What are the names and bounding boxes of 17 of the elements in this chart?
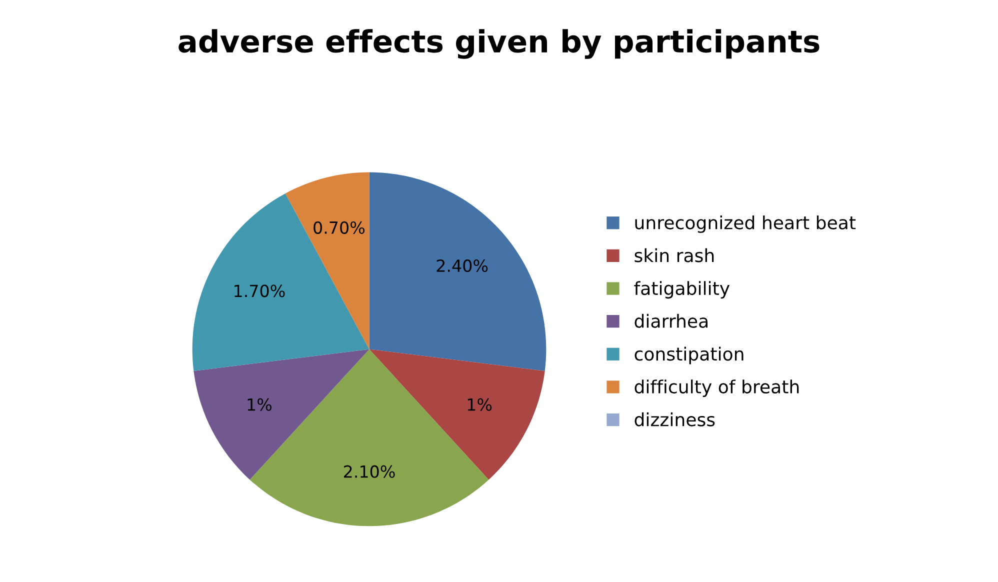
legend-label: constipation bbox=[634, 346, 744, 364]
pie-slice bbox=[192, 193, 370, 372]
chart-title: adverse effects given by participants bbox=[178, 29, 820, 59]
pie-slice bbox=[369, 172, 546, 372]
legend-label: unrecognized heart beat bbox=[635, 215, 856, 233]
legend-label: dizziness bbox=[634, 412, 715, 426]
legend-label: fatigability bbox=[634, 281, 730, 299]
data-label: 2.40% bbox=[436, 259, 488, 272]
legend-label: diarrhea bbox=[634, 314, 708, 328]
legend-label: skin rash bbox=[634, 248, 714, 262]
data-label: 1% bbox=[248, 398, 272, 411]
data-label: 1.70% bbox=[234, 284, 285, 298]
data-label: 0.70% bbox=[314, 221, 365, 234]
data-label: 1% bbox=[468, 398, 492, 411]
legend-label: difficulty of breath bbox=[634, 380, 799, 398]
data-label: 2.10% bbox=[344, 465, 395, 478]
pie-slice bbox=[285, 172, 370, 350]
